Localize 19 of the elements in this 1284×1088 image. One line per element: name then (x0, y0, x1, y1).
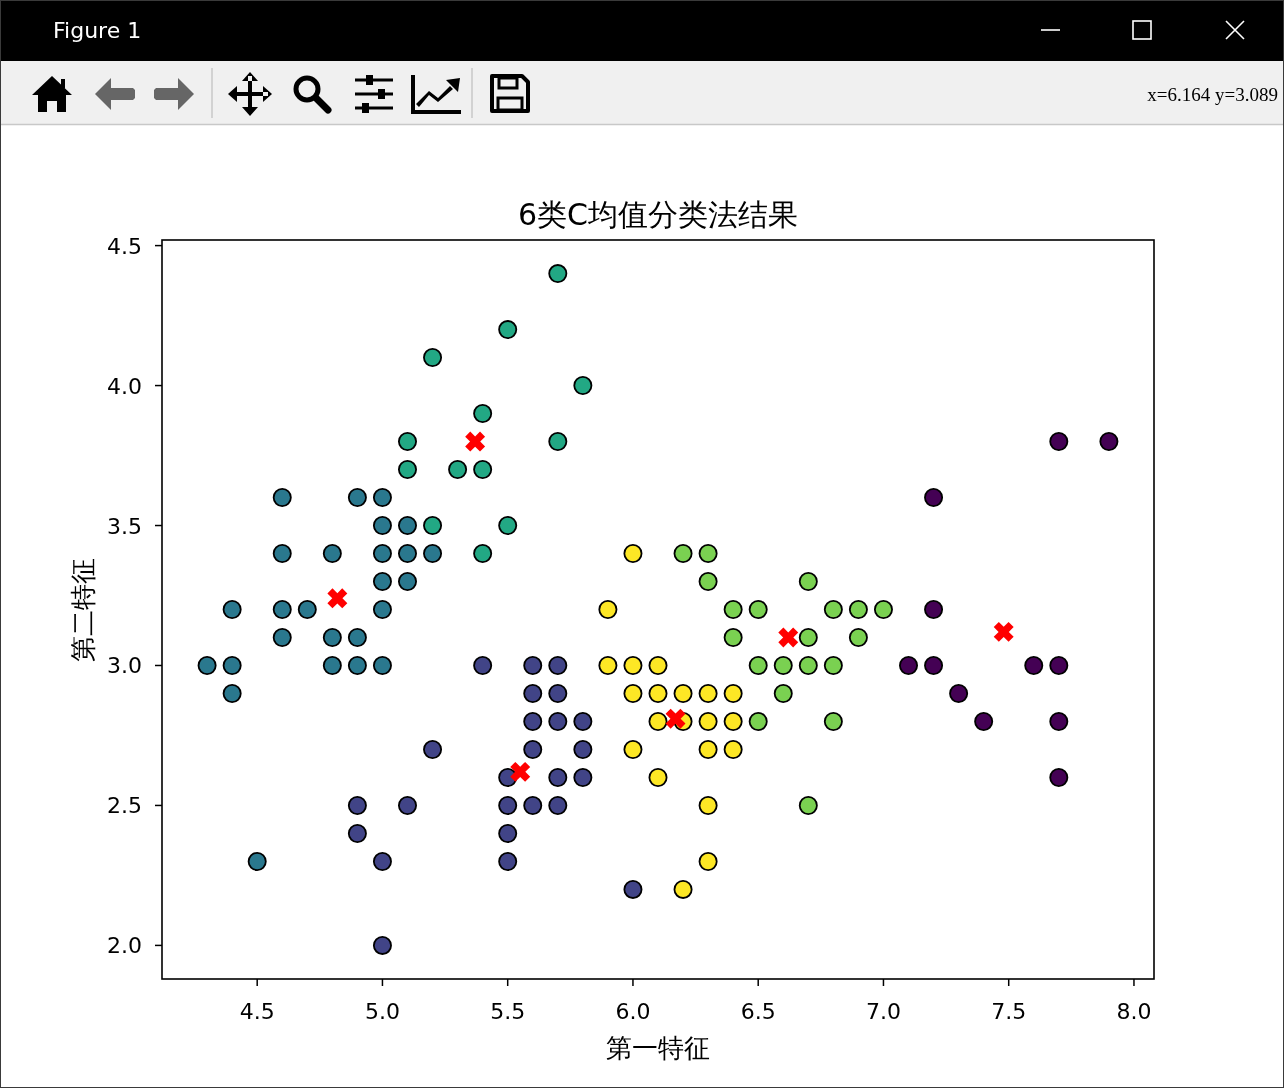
xlabel: 第一特征 (606, 1033, 710, 1063)
x-tick-label: 7.5 (991, 999, 1027, 1024)
y-tick-label: 4.5 (107, 233, 142, 259)
annotation: Figure 1 (53, 18, 142, 43)
x-tick-label: 6.5 (740, 999, 776, 1024)
x-tick-label: 6.0 (615, 999, 651, 1024)
y-tick-label: 3.5 (107, 513, 142, 539)
ylabel: 第二特征 (68, 557, 98, 662)
y-tick-label: 2.0 (107, 933, 142, 959)
annotation: x=6.164 y=3.089 (1147, 84, 1278, 105)
y-tick-label: 2.5 (107, 793, 142, 819)
y-tick-label: 4.0 (107, 373, 142, 399)
x-tick-label: 4.5 (239, 999, 275, 1024)
x-tick-label: 5.5 (490, 999, 526, 1024)
y-tick-label: 3.0 (107, 653, 142, 679)
x-tick-label: 5.0 (364, 999, 400, 1024)
x-tick-label: 7.0 (865, 999, 901, 1024)
x-tick-label: 8.0 (1116, 999, 1152, 1024)
title: 6类C均值分类法结果 (518, 197, 798, 232)
